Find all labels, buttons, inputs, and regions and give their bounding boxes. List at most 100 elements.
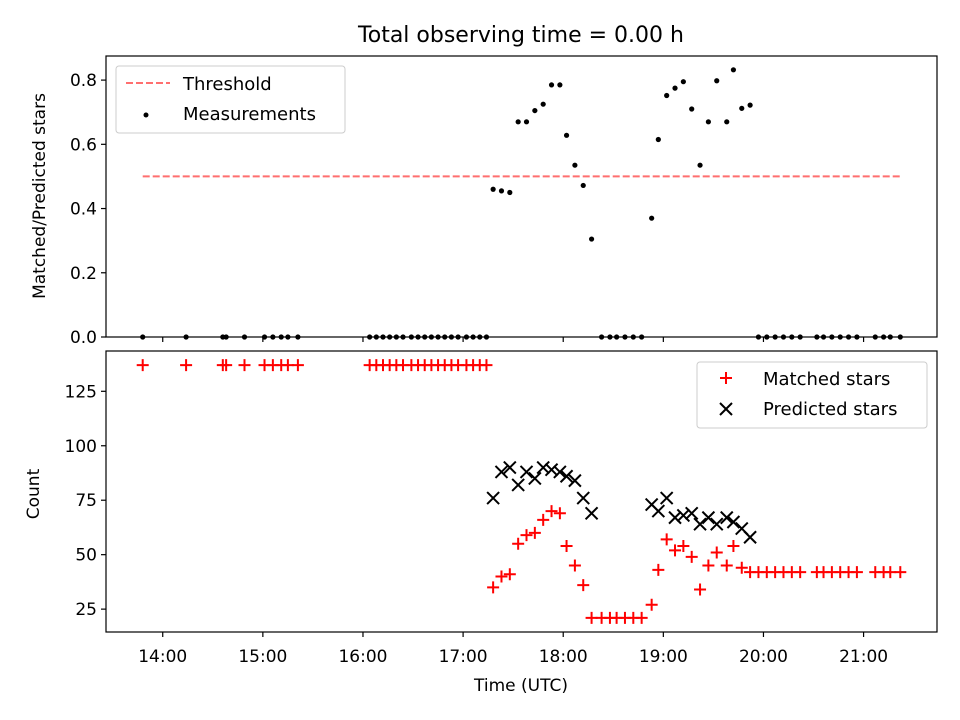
matched-star-point [694,583,707,596]
matched-star-point [585,611,598,624]
matched-star-point [520,529,533,542]
y-tick-label: 0.2 [70,264,97,284]
x-tick-label: 16:00 [338,647,387,667]
y-tick-label: 75 [75,491,97,511]
predicted-star-point [584,506,599,520]
measurement-point [655,136,661,143]
count-panel: Count Time (UTC) 14:00 15:00 16:00 17:00 18:… [24,350,938,696]
matched-star-point [487,581,500,594]
y-tick-label: 0.0 [70,328,97,348]
matched-star-point [568,559,581,572]
ratio-plot-frame [105,55,938,338]
measurement-point [588,236,595,242]
y-tick-label: 100 [65,437,97,457]
matched-star-point [794,566,807,579]
matched-star-point [669,544,682,557]
matched-star-point [291,359,304,372]
x-tick-label: 15:00 [238,647,287,667]
matched-star-point [702,559,715,572]
predicted-legend-label: Predicted stars [763,399,897,420]
measurement-point [689,106,695,112]
matched-star-point [545,505,558,518]
predicted-star-point [651,504,666,518]
matched-star-point [727,539,740,552]
matched-star-point [136,359,149,372]
measurements-legend-swatch [143,112,149,118]
matched-star-point [553,507,566,520]
matched-legend-swatch [720,372,732,384]
count-marks [136,359,907,624]
count-legend: Matched stars Predicted stars [696,361,928,429]
y-tick-label: 0.6 [70,135,97,155]
measurement-point [664,92,670,99]
measurement-point [705,119,711,125]
count-axes: 14:00 15:00 16:00 17:00 18:00 19:00 20:00 21:00… [65,382,889,667]
x-tick-label: 17:00 [439,647,488,667]
matched-star-point [537,513,550,526]
measurement-point [498,188,505,194]
measurement-point [697,162,703,168]
predicted-star-point [494,465,509,479]
predicted-star-point [676,508,691,523]
predicted-star-point [710,517,724,531]
predicted-star-point [701,510,716,525]
measurement-point [532,107,538,114]
predicted-star-point [668,510,682,525]
x-tick-label: 21:00 [839,647,888,667]
matched-star-point [495,570,508,583]
count-legend-box [696,361,928,429]
matched-star-point [503,568,516,581]
matched-star-point [894,566,907,579]
matched-star-point [652,563,665,576]
measurement-point [523,119,530,125]
matched-star-point [512,537,525,550]
measurement-point [548,82,555,88]
predicted-star-point [528,471,542,486]
matched-star-point [577,579,590,592]
measurement-point [714,78,720,84]
y-tick-label: 50 [75,546,97,566]
predicted-star-point [726,515,741,529]
measurement-point [515,119,521,125]
y-tick-label: 25 [75,600,97,620]
matched-legend-label: Matched stars [763,369,890,390]
matched-star-point [281,359,294,372]
y-tick-label: 0.4 [70,200,97,220]
threshold-legend-label: Threshold [182,74,272,95]
measurement-point [507,189,513,196]
measurement-point [540,101,546,107]
predicted-star-point [503,460,517,475]
measurement-point [672,85,678,91]
matched-star-point [710,546,723,559]
ratio-axes: 0.0 0.2 0.4 0.6 0.8 [70,71,865,348]
predicted-star-point [693,517,707,531]
matched-star-point [850,566,863,579]
measurement-point [572,162,578,168]
y-tick-label: 0.8 [70,71,97,91]
matched-star-point [660,533,673,546]
ratio-panel: Total observing time = 0.00 h Matched/Pr… [30,23,938,348]
predicted-star-point [743,530,757,544]
matched-star-point [685,550,698,563]
matched-star-point [528,526,541,539]
measurement-point [739,105,745,111]
ratio-legend: Threshold Measurements [115,65,346,134]
count-plot-frame [105,350,938,633]
x-tick-label: 14:00 [138,647,187,667]
ratio-marks [140,67,903,340]
y-tick-label: 125 [65,382,97,402]
x-axis-label: Time (UTC) [473,676,568,696]
ratio-legend-box [115,65,346,134]
matched-star-point [677,539,690,552]
measurement-point [490,186,496,192]
predicted-star-point [568,473,582,488]
measurement-point [557,82,563,88]
y-axis-label: Count [24,468,44,519]
chart-title: Total observing time = 0.00 h [357,23,684,48]
y-axis-label: Matched/Predicted stars [30,93,50,299]
matched-star-point [645,598,658,611]
measurement-point [580,182,586,189]
x-tick-label: 18:00 [539,647,588,667]
predicted-star-point [576,491,590,505]
